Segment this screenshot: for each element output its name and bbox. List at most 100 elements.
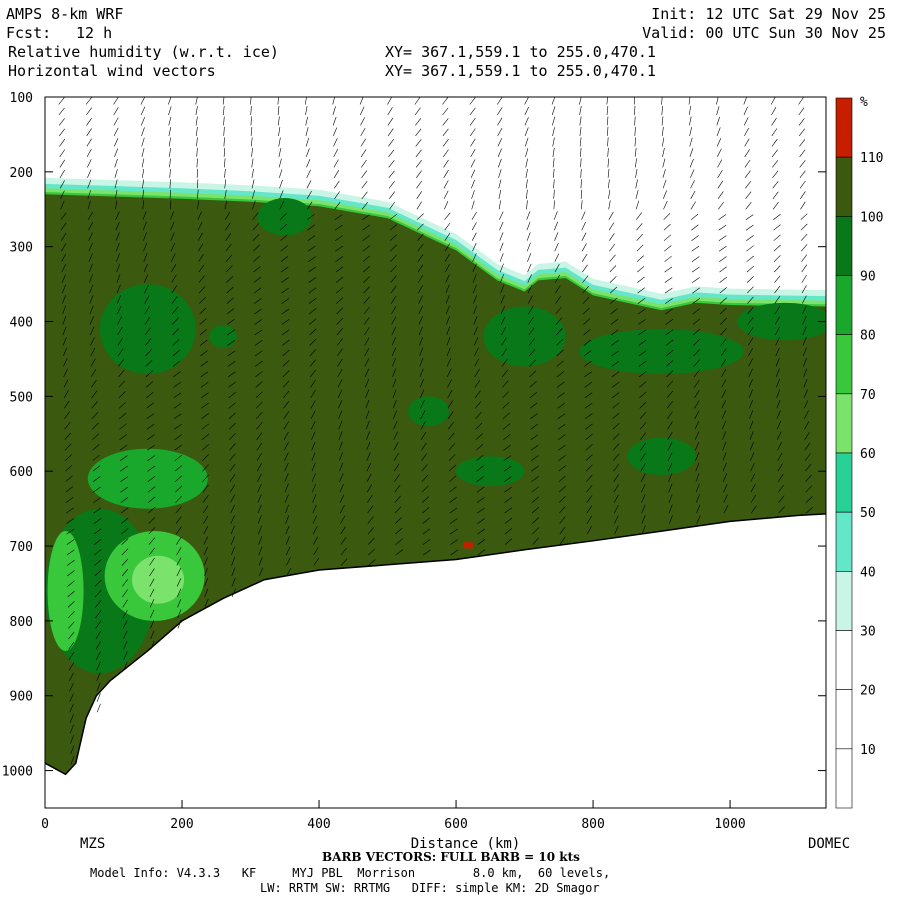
wind-barb — [802, 326, 807, 336]
wind-barb — [310, 390, 316, 399]
wind-barb — [339, 452, 343, 461]
wind-barb — [141, 148, 145, 157]
wind-barb — [661, 97, 663, 105]
wind-barb — [149, 557, 155, 566]
wind-barb — [309, 308, 317, 315]
wind-barb — [641, 504, 646, 514]
wind-barb — [610, 297, 618, 304]
wind-barb — [118, 402, 126, 409]
wind-barb — [475, 411, 482, 420]
wind-barb — [224, 200, 228, 210]
wind-barb — [253, 276, 262, 283]
wind-barb — [364, 327, 370, 336]
wind-barb — [662, 137, 665, 147]
wind-barb — [145, 349, 152, 357]
wind-barb — [696, 504, 701, 514]
wind-barb — [230, 494, 235, 503]
wind-barb — [175, 485, 183, 493]
wind-barb — [418, 295, 423, 304]
wind-barb — [306, 158, 311, 168]
wind-barb — [310, 400, 316, 409]
wind-barb — [339, 462, 344, 472]
wind-barb — [285, 546, 291, 556]
wind-barb — [529, 370, 537, 378]
wind-barb — [443, 190, 449, 199]
wind-barb — [476, 486, 485, 493]
wind-barb — [278, 158, 282, 168]
wind-barb — [148, 547, 155, 556]
wind-barb — [121, 538, 129, 545]
wind-barb — [771, 138, 778, 147]
wind-barb — [120, 465, 128, 472]
wind-barb — [444, 212, 451, 220]
wind-barb — [553, 200, 555, 210]
wind-barb — [554, 264, 560, 273]
wind-barb — [611, 340, 619, 346]
wind-barb — [197, 222, 203, 231]
wind-barb — [690, 180, 695, 189]
wind-barb — [667, 452, 673, 461]
wind-barb — [777, 431, 782, 440]
wind-barb — [719, 307, 727, 315]
wind-barb — [172, 317, 179, 325]
wind-barb — [337, 389, 343, 399]
wind-barb — [502, 423, 511, 430]
wind-barb — [776, 389, 781, 399]
wind-barb — [227, 318, 235, 325]
wind-barb — [148, 527, 156, 535]
wind-barb — [476, 454, 484, 461]
wind-barb — [258, 567, 264, 577]
wind-barb — [532, 527, 539, 535]
wind-barb — [367, 516, 374, 524]
wind-barb — [94, 579, 102, 587]
wind-barb — [552, 147, 555, 157]
wind-barb — [364, 337, 370, 346]
wind-barb — [662, 158, 666, 168]
wind-barb — [613, 494, 619, 503]
wind-barb — [612, 433, 620, 441]
wind-barb — [476, 476, 485, 482]
wind-barb — [584, 382, 593, 388]
wind-barb — [529, 381, 537, 388]
wind-barb — [582, 275, 589, 283]
wind-barb — [175, 495, 183, 503]
wind-barb — [174, 444, 183, 451]
wind-barb — [747, 306, 754, 315]
wind-barb — [279, 201, 285, 210]
wind-barb — [256, 432, 263, 440]
wind-barb — [614, 525, 619, 535]
wind-barb — [471, 179, 475, 189]
wind-barb — [776, 410, 781, 419]
wind-barb — [750, 473, 756, 482]
wind-barb — [445, 284, 450, 294]
wind-barb — [60, 200, 65, 210]
wind-barb — [804, 442, 811, 451]
wind-barb — [196, 158, 198, 168]
wind-barb — [580, 179, 582, 189]
wind-barb — [474, 347, 479, 357]
wind-barb — [114, 148, 119, 158]
wind-barb — [256, 422, 263, 430]
wind-barb — [339, 494, 345, 503]
wind-barb — [94, 569, 102, 577]
wind-barb — [664, 266, 673, 273]
wind-barb — [169, 147, 171, 157]
wind-barb — [123, 651, 128, 660]
wind-barb — [68, 621, 75, 629]
wind-barb — [774, 306, 781, 315]
wind-barb — [633, 97, 636, 105]
wind-barb — [251, 168, 254, 178]
wind-barb — [553, 211, 558, 220]
wind-barb — [94, 590, 102, 598]
wind-barb — [281, 298, 290, 304]
wind-barb — [472, 253, 477, 262]
wind-barb — [122, 609, 128, 619]
wind-barb — [366, 473, 372, 482]
wind-barb — [312, 515, 318, 524]
wind-barb — [504, 517, 513, 524]
wind-barb — [661, 126, 664, 136]
wind-barb — [693, 379, 700, 388]
wind-barb — [504, 507, 513, 514]
wind-barb — [745, 181, 752, 189]
wind-barb — [387, 107, 393, 116]
